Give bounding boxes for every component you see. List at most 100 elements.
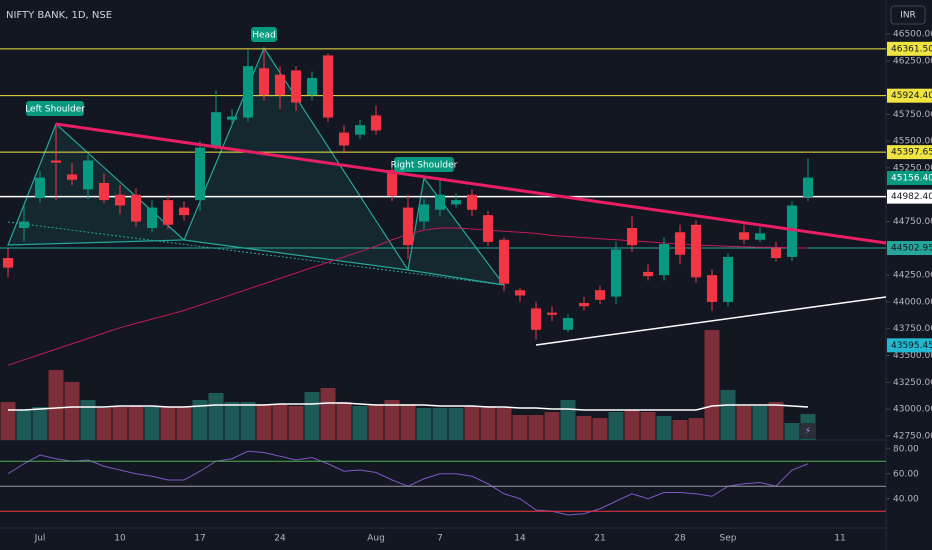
y-tick-label: 45500.00 (893, 137, 932, 147)
volume-bar (128, 406, 144, 440)
volume-bar (144, 407, 160, 440)
volume-bar (64, 382, 80, 440)
volume-bar (448, 408, 464, 440)
label-box (394, 157, 454, 172)
candle-body (531, 308, 541, 330)
y-tick-label: 45750.00 (893, 110, 932, 120)
candle-body (515, 290, 525, 296)
candle-body (307, 77, 317, 96)
volume-bar (784, 423, 800, 440)
price-tag-label: 44982.40 (891, 192, 932, 202)
candle-body (707, 275, 717, 302)
y-tick-label: 45250.00 (893, 163, 932, 173)
candle-body (131, 194, 141, 222)
candle-body (419, 204, 429, 222)
volume-bar (48, 370, 64, 440)
volume-bar (368, 404, 384, 440)
price-tag-label: 44502.95 (891, 244, 932, 254)
right-shoulder-shape (407, 176, 506, 286)
icon-glyph: ⚡ (805, 427, 811, 437)
candle-body (451, 200, 461, 205)
price-tag-label: 45397.65 (891, 148, 932, 158)
candle-body (275, 74, 285, 96)
volume-bar (512, 415, 528, 440)
candle-body (499, 239, 509, 284)
volume-bar (544, 412, 560, 440)
x-tick-label: 10 (114, 534, 126, 544)
volume-bar (592, 418, 608, 440)
candle-body (467, 194, 477, 210)
volume-bar (352, 406, 368, 440)
neckline (7, 221, 505, 286)
candle-body (211, 112, 221, 148)
currency: INR (900, 11, 916, 21)
volume-bar (496, 408, 512, 440)
candle-body (147, 207, 157, 228)
x-tick-label: Jul (34, 534, 46, 544)
candle-body (563, 318, 573, 330)
candle-body (611, 249, 621, 297)
volume-bar (624, 410, 640, 440)
rsi-tick-label: 40.00 (893, 494, 919, 504)
x-tick-label: 21 (594, 534, 605, 544)
candles (0, 48, 816, 516)
candle-body (323, 55, 333, 118)
y-tick-label: 43250.00 (893, 378, 932, 388)
candle-body (803, 177, 813, 197)
y-tick-label: 43000.00 (893, 405, 932, 415)
y-tick-label: 43750.00 (893, 324, 932, 334)
candle-body (787, 205, 797, 257)
volume-bar (640, 412, 656, 440)
volume-bar (176, 407, 192, 440)
y-tick-label: 44750.00 (893, 217, 932, 227)
volume-bar (208, 393, 224, 440)
volume-bar (240, 402, 256, 440)
annotation: Left Shoulder Head Right Shoulder (25, 27, 458, 172)
candle-body (627, 227, 637, 246)
volume-bar (320, 388, 336, 440)
candle-body (51, 160, 61, 163)
volume-bar (384, 400, 400, 440)
price-tag (887, 189, 932, 204)
volume-bar (768, 402, 784, 440)
candle-body (355, 125, 365, 135)
price-tag-label: 45156.40 (891, 173, 932, 183)
candle-body (691, 224, 701, 278)
candle-body (195, 147, 205, 201)
icon[interactable] (800, 423, 816, 439)
candle-body (595, 290, 605, 300)
candle-body (643, 271, 653, 277)
volume-bar (464, 406, 480, 440)
volume-bar (608, 412, 624, 440)
candle-body (387, 170, 397, 196)
support-line (535, 296, 887, 346)
candle-body (723, 256, 733, 302)
y-tick-label: 44250.00 (893, 271, 932, 281)
candle-body (371, 115, 381, 131)
volume-bar (16, 410, 32, 440)
x-tick-label: 28 (674, 534, 686, 544)
volume-bar (304, 392, 320, 440)
volume-bar (0, 402, 16, 440)
candle-body (739, 232, 749, 240)
volume-bar (288, 406, 304, 440)
volume-bar (32, 407, 48, 440)
candle-body (83, 160, 93, 190)
volume-bar (704, 330, 720, 440)
x-tick-label: Aug (367, 534, 385, 544)
volume-bar (560, 400, 576, 440)
candle-body (179, 207, 189, 216)
candle-body (547, 312, 557, 315)
y-tick-label: 44000.00 (893, 297, 932, 307)
candle-body (259, 68, 269, 96)
price-tag (887, 338, 932, 353)
volume-bar (672, 420, 688, 440)
candle-body (163, 200, 173, 225)
x-tick-label: 17 (194, 534, 205, 544)
x-tick-label: 11 (834, 534, 845, 544)
volume-bar (416, 408, 432, 440)
volume-bar (480, 406, 496, 440)
rsi-tick-label: 60.00 (893, 469, 919, 479)
